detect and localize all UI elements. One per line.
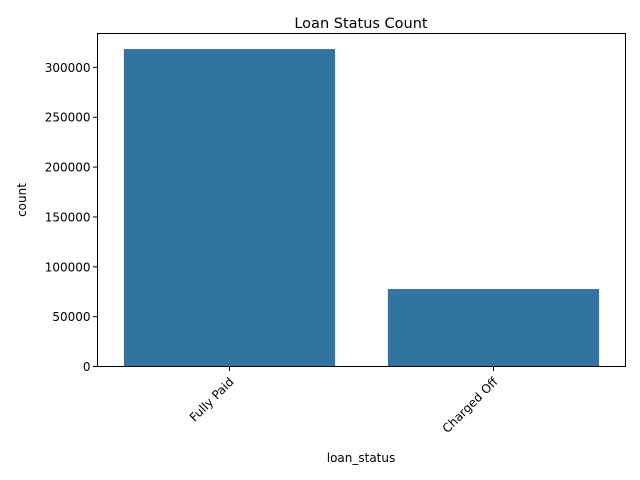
y-tick-label-5: 250000 — [45, 111, 91, 125]
y-tick-label-0: 0 — [83, 360, 91, 374]
x-axis-ticks: Fully Paid Charged Off — [187, 366, 501, 436]
y-axis-label: count — [15, 183, 29, 217]
y-tick-label-1: 50000 — [52, 310, 90, 324]
x-axis-label: loan_status — [327, 451, 396, 465]
y-tick-label-6: 300000 — [45, 61, 91, 75]
plot-area-frame — [97, 33, 626, 367]
chart-title: Loan Status Count — [294, 16, 428, 32]
bar-1 — [387, 289, 600, 367]
bars-group — [123, 49, 600, 367]
x-tick-label-0: Fully Paid — [187, 375, 237, 425]
y-axis-ticks: 0 50000 100000 150000 200000 250000 300000 — [45, 61, 98, 374]
x-tick-label-1: Charged Off — [440, 374, 501, 435]
y-tick-label-3: 150000 — [45, 210, 91, 224]
y-tick-label-4: 200000 — [45, 161, 91, 175]
y-tick-label-2: 100000 — [45, 260, 91, 274]
bar-0 — [123, 49, 336, 367]
